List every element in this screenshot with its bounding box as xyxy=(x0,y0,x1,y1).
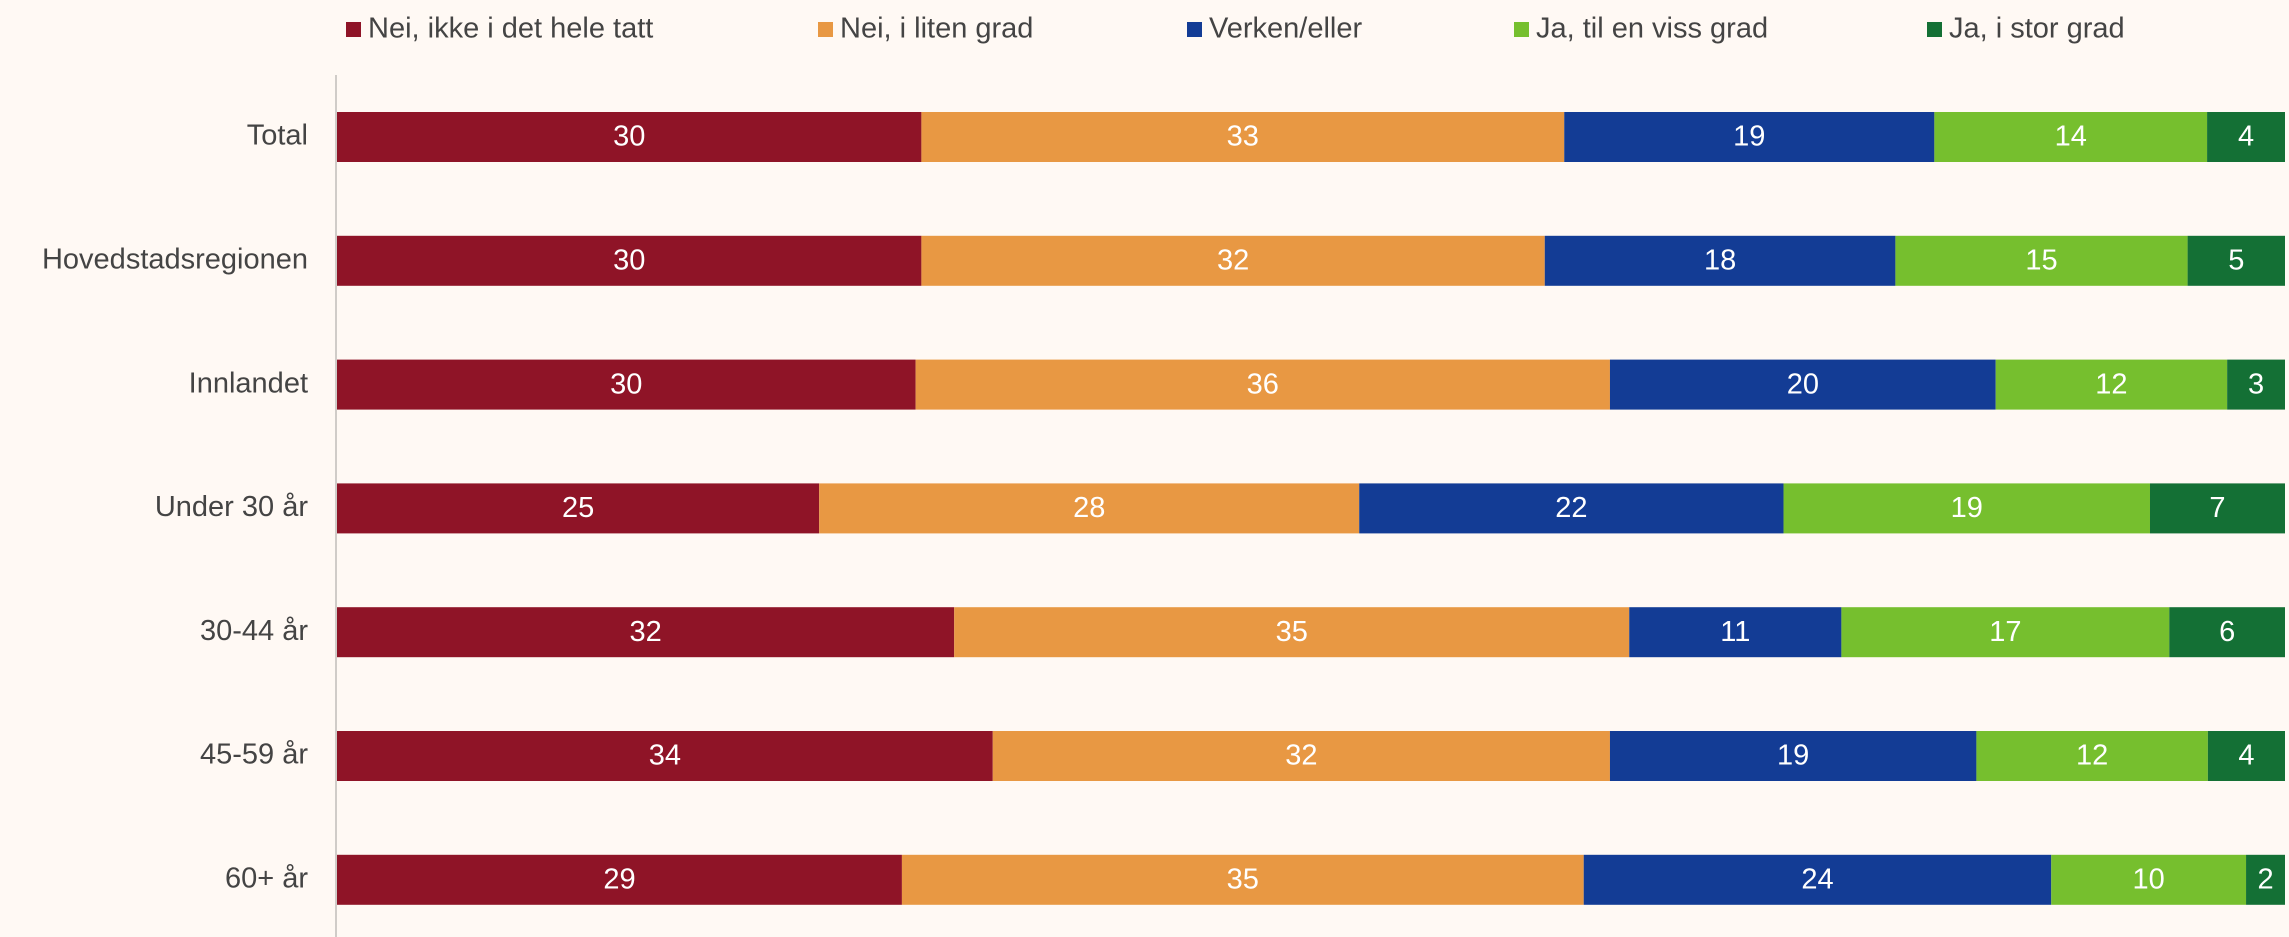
bar-segment xyxy=(337,359,916,410)
value-label: 32 xyxy=(1285,740,1317,772)
bar-segment xyxy=(1629,607,1842,658)
bar-segment xyxy=(2227,359,2285,410)
value-label: 4 xyxy=(2238,121,2254,153)
bar-segment xyxy=(337,607,955,658)
value-label: 6 xyxy=(2219,616,2235,648)
value-label: 20 xyxy=(1787,368,1819,400)
bar-segment xyxy=(2169,607,2285,658)
bar-segment xyxy=(921,235,1545,286)
value-label: 32 xyxy=(1217,244,1249,276)
bar-segment xyxy=(954,607,1630,658)
bar-segment xyxy=(921,112,1565,162)
value-label: 4 xyxy=(2238,740,2254,772)
value-label: 28 xyxy=(1073,492,1105,524)
value-label: 33 xyxy=(1227,121,1259,153)
legend-swatch xyxy=(1514,22,1529,37)
value-label: 18 xyxy=(1704,244,1736,276)
bar-segment xyxy=(1934,112,2208,162)
value-label: 14 xyxy=(2055,121,2087,153)
bar-segment xyxy=(2207,731,2285,781)
category-label: Innlandet xyxy=(189,367,308,399)
value-label: 5 xyxy=(2228,244,2244,276)
category-label: 45-59 år xyxy=(200,739,308,771)
bar-segment xyxy=(2187,235,2285,286)
value-label: 12 xyxy=(2076,740,2108,772)
bar-segment xyxy=(1895,235,2188,286)
bar-segment xyxy=(901,854,1584,905)
bar-segment xyxy=(1544,235,1896,286)
value-label: 17 xyxy=(1989,616,2021,648)
value-label: 3 xyxy=(2248,368,2264,400)
bar-segment xyxy=(2149,483,2285,534)
bar-segment xyxy=(337,235,922,286)
value-label: 34 xyxy=(649,740,681,772)
legend-swatch xyxy=(818,22,833,37)
bar-segment xyxy=(1583,854,2052,905)
bar-segment xyxy=(1995,359,2228,410)
legend-swatch xyxy=(1927,22,1942,37)
value-label: 32 xyxy=(629,616,661,648)
bar-segment xyxy=(819,483,1360,534)
value-label: 36 xyxy=(1247,368,1279,400)
value-label: 11 xyxy=(1720,616,1750,648)
bar-segment xyxy=(1841,607,2170,658)
legend-label: Nei, ikke i det hele tatt xyxy=(368,13,653,45)
bar-segment xyxy=(1976,731,2208,781)
bar-segment xyxy=(337,112,922,162)
value-label: 25 xyxy=(562,492,594,524)
value-label: 19 xyxy=(1733,121,1765,153)
legend-label: Nei, i liten grad xyxy=(840,13,1033,45)
bar-segment xyxy=(1783,483,2150,534)
legend-swatch xyxy=(1187,22,1202,37)
value-label: 30 xyxy=(613,121,645,153)
value-label: 30 xyxy=(613,244,645,276)
bar-segment xyxy=(2207,112,2285,162)
category-label: 60+ år xyxy=(225,862,308,894)
category-label: Hovedstadsregionen xyxy=(42,243,308,275)
value-label: 35 xyxy=(1227,863,1259,895)
legend-swatch xyxy=(346,22,361,37)
bar-segment xyxy=(2051,854,2247,905)
bar-segment xyxy=(337,483,820,534)
bar-segment xyxy=(337,731,993,781)
value-label: 10 xyxy=(2133,863,2165,895)
bar-segment xyxy=(915,359,1610,410)
value-label: 7 xyxy=(2209,492,2225,524)
value-label: 15 xyxy=(2025,244,2057,276)
bar-segment xyxy=(2246,854,2285,905)
value-label: 29 xyxy=(603,863,635,895)
bar-segment xyxy=(1564,112,1935,162)
legend-label: Ja, til en viss grad xyxy=(1536,13,1768,45)
bar-segment xyxy=(992,731,1610,781)
category-label: Total xyxy=(247,120,308,152)
legend-label: Verken/eller xyxy=(1209,13,1362,45)
legend-label: Ja, i stor grad xyxy=(1949,13,2125,45)
value-label: 35 xyxy=(1276,616,1308,648)
value-label: 2 xyxy=(2257,863,2273,895)
value-label: 12 xyxy=(2095,368,2127,400)
bar-segment xyxy=(1609,359,1996,410)
bar-segment xyxy=(337,854,902,905)
value-label: 19 xyxy=(1951,492,1983,524)
bar-segment xyxy=(1609,731,1977,781)
value-label: 22 xyxy=(1555,492,1587,524)
value-label: 30 xyxy=(610,368,642,400)
category-label: 30-44 år xyxy=(200,615,308,647)
value-label: 24 xyxy=(1801,863,1833,895)
category-label: Under 30 år xyxy=(155,491,308,523)
value-label: 19 xyxy=(1777,740,1809,772)
bar-segment xyxy=(1359,483,1784,534)
